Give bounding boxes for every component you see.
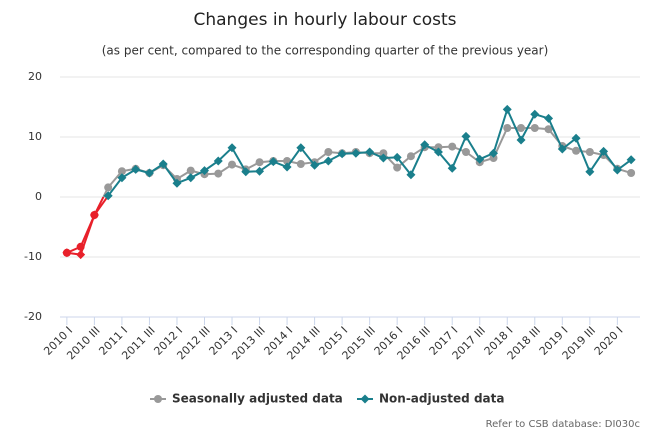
y-tick-label: 20 <box>28 70 42 83</box>
marker <box>117 173 127 183</box>
marker <box>489 154 498 162</box>
marker <box>213 156 223 166</box>
legend-label: Seasonally adjusted data <box>172 392 343 406</box>
credits: Refer to CSB database: DI030c <box>486 419 640 430</box>
marker <box>489 148 498 158</box>
marker <box>530 124 539 132</box>
marker <box>282 162 292 172</box>
legend-marker <box>360 394 370 404</box>
marker <box>516 135 526 145</box>
marker <box>544 125 553 134</box>
marker <box>420 140 430 150</box>
marker <box>104 183 113 192</box>
marker <box>337 149 347 159</box>
marker <box>448 142 457 151</box>
marker <box>324 148 333 156</box>
marker <box>103 191 113 201</box>
marker <box>475 154 485 164</box>
marker <box>502 104 512 114</box>
marker <box>572 146 581 155</box>
marker <box>433 147 443 157</box>
marker <box>379 149 388 158</box>
marker <box>530 109 540 119</box>
marker <box>517 124 526 132</box>
marker <box>144 168 154 178</box>
marker <box>392 152 402 162</box>
marker <box>351 148 361 158</box>
marker <box>296 143 306 153</box>
marker <box>268 157 278 167</box>
chart-title: Changes in hourly labour costs <box>193 10 456 30</box>
marker <box>89 210 99 220</box>
y-tick-label: 10 <box>28 130 42 143</box>
marker <box>227 143 237 153</box>
marker <box>186 173 196 183</box>
marker <box>310 160 320 170</box>
marker <box>461 131 471 141</box>
marker <box>296 160 305 168</box>
marker <box>544 113 554 123</box>
marker <box>585 148 594 156</box>
marker <box>131 164 141 174</box>
marker <box>461 148 470 156</box>
marker <box>571 133 581 143</box>
legend-marker <box>154 395 162 403</box>
marker <box>228 160 237 169</box>
marker <box>117 167 126 176</box>
marker <box>406 152 415 161</box>
marker <box>323 156 333 166</box>
marker <box>241 167 251 177</box>
marker <box>200 166 209 176</box>
marker <box>76 250 86 260</box>
y-tick-label: -10 <box>24 250 42 263</box>
y-tick-label: -20 <box>24 310 42 323</box>
marker <box>557 144 567 154</box>
marker <box>599 146 609 156</box>
series-line <box>66 127 632 254</box>
marker <box>186 166 195 175</box>
marker <box>365 147 375 157</box>
marker <box>158 159 168 169</box>
y-tick-label: 0 <box>35 190 42 203</box>
x-tick-label: 2020 I <box>592 324 626 358</box>
marker <box>447 163 457 173</box>
marker <box>627 169 636 177</box>
marker <box>406 170 416 180</box>
marker <box>378 153 388 163</box>
marker <box>214 169 223 178</box>
marker <box>172 178 182 188</box>
marker <box>585 167 595 177</box>
marker <box>393 163 402 172</box>
chart-subtitle: (as per cent, compared to the correspond… <box>102 44 549 58</box>
legend-label: Non-adjusted data <box>379 392 504 406</box>
marker <box>503 124 512 132</box>
marker <box>255 166 265 176</box>
marker <box>612 165 622 175</box>
marker <box>62 248 72 258</box>
marker <box>626 155 636 165</box>
marker <box>434 143 443 152</box>
marker <box>255 158 264 167</box>
